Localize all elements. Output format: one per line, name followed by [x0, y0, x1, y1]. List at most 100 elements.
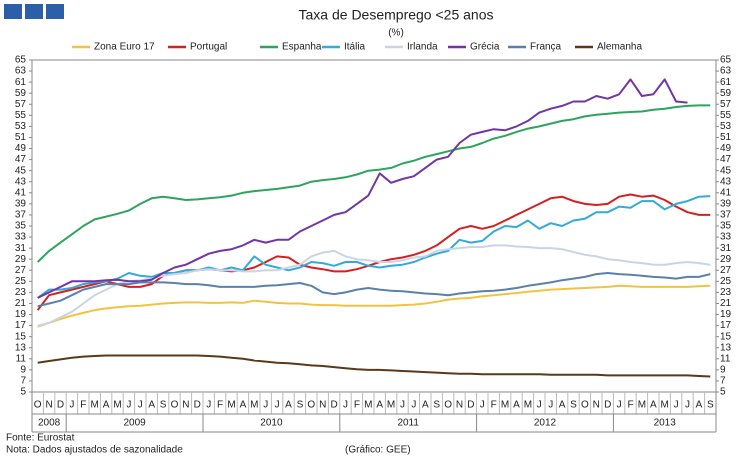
y2-tick-label: 35	[720, 221, 732, 232]
x-tick-label: O	[581, 400, 589, 411]
y2-tick-label: 5	[720, 387, 726, 398]
y2-tick-label: 33	[720, 232, 732, 243]
x-tick-label: A	[148, 400, 155, 411]
y2-tick-label: 43	[720, 176, 732, 187]
y-tick-label: 13	[15, 342, 27, 353]
year-label: 2008	[38, 418, 61, 429]
x-tick-label: M	[501, 400, 509, 411]
x-tick-label: A	[103, 400, 110, 411]
y2-tick-label: 49	[720, 143, 732, 154]
x-tick-label: F	[354, 400, 360, 411]
x-tick-label: S	[707, 400, 714, 411]
y-tick-label: 33	[15, 232, 27, 243]
year-label: 2010	[260, 418, 283, 429]
y-tick-label: 45	[15, 165, 27, 176]
y-tick-label: 17	[15, 320, 27, 331]
legend-label: Itália	[344, 42, 366, 53]
series-line	[37, 244, 711, 327]
series-line	[37, 284, 711, 328]
y2-tick-label: 25	[720, 276, 732, 287]
y-tick-label: 9	[20, 365, 26, 376]
chart-subtitle: (%)	[388, 28, 404, 39]
series-line	[37, 104, 711, 263]
y-tick-label: 25	[15, 276, 27, 287]
y2-tick-label: 53	[720, 121, 732, 132]
x-tick-label: M	[661, 400, 669, 411]
x-tick-label: J	[674, 400, 679, 411]
x-tick-label: M	[524, 400, 532, 411]
y2-tick-label: 9	[720, 365, 726, 376]
y-tick-label: 49	[15, 143, 27, 154]
y-tick-label: 41	[15, 187, 27, 198]
x-tick-label: F	[217, 400, 223, 411]
x-tick-label: A	[559, 400, 566, 411]
x-tick-label: S	[297, 400, 304, 411]
x-tick-label: N	[593, 400, 600, 411]
y2-tick-label: 31	[720, 243, 732, 254]
x-tick-label: F	[80, 400, 86, 411]
plot-frame	[31, 59, 717, 393]
y-tick-label: 47	[15, 154, 27, 165]
y-tick-label: 31	[15, 243, 27, 254]
y2-tick-label: 7	[720, 376, 726, 387]
y2-tick-label: 65	[720, 55, 732, 66]
x-tick-label: J	[138, 400, 143, 411]
x-tick-label: A	[696, 400, 703, 411]
x-tick-label: F	[491, 400, 497, 411]
y-tick-label: 57	[15, 99, 27, 110]
y2-tick-label: 39	[720, 199, 732, 210]
y-tick-label: 59	[15, 88, 27, 99]
x-tick-label: J	[537, 400, 542, 411]
y-tick-label: 27	[15, 265, 27, 276]
logo-block	[46, 4, 64, 19]
x-tick-label: J	[275, 400, 280, 411]
x-tick-label: N	[319, 400, 326, 411]
x-tick-label: D	[330, 400, 337, 411]
x-tick-label: M	[113, 400, 121, 411]
y2-tick-label: 47	[720, 154, 732, 165]
y2-tick-label: 55	[720, 110, 732, 121]
y-tick-label: 61	[15, 77, 27, 88]
y2-tick-label: 57	[720, 99, 732, 110]
y2-tick-label: 15	[720, 331, 732, 342]
series-line	[37, 354, 711, 378]
x-tick-label: S	[433, 400, 440, 411]
x-tick-label: J	[617, 400, 622, 411]
x-tick-label: S	[570, 400, 577, 411]
year-label: 2009	[123, 418, 146, 429]
x-tick-label: J	[263, 400, 268, 411]
x-tick-label: O	[307, 400, 315, 411]
note: Nota: Dados ajustados de sazonalidade	[6, 445, 183, 456]
x-tick-label: F	[627, 400, 633, 411]
x-tick-label: M	[250, 400, 258, 411]
x-tick-label: S	[160, 400, 167, 411]
y2-tick-label: 23	[720, 287, 732, 298]
legend-label: França	[530, 42, 562, 53]
legend-label: Zona Euro 17	[94, 42, 155, 53]
y2-tick-label: 11	[720, 353, 731, 364]
chart-title: Taxa de Desemprego <25 anos	[299, 7, 494, 23]
x-tick-label: J	[343, 400, 348, 411]
y2-tick-label: 61	[720, 77, 732, 88]
credit: (Gráfico: GEE)	[345, 445, 411, 456]
y-tick-label: 29	[15, 254, 27, 265]
source: Fonte: Eurostat	[6, 433, 75, 444]
x-tick-label: N	[182, 400, 189, 411]
x-tick-label: J	[126, 400, 131, 411]
y2-tick-label: 17	[720, 320, 732, 331]
y-tick-label: 19	[15, 309, 27, 320]
x-tick-label: J	[400, 400, 405, 411]
x-tick-label: M	[91, 400, 99, 411]
year-label: 2011	[397, 418, 419, 429]
y-tick-label: 53	[15, 121, 27, 132]
y-tick-label: 35	[15, 221, 27, 232]
x-tick-label: D	[604, 400, 611, 411]
y-tick-label: 21	[15, 298, 27, 309]
y2-tick-label: 29	[720, 254, 732, 265]
x-tick-label: O	[171, 400, 179, 411]
x-tick-label: D	[57, 400, 64, 411]
y-tick-label: 7	[20, 376, 26, 387]
legend-label: Irlanda	[407, 42, 438, 53]
legend-label: Espanha	[282, 42, 322, 53]
